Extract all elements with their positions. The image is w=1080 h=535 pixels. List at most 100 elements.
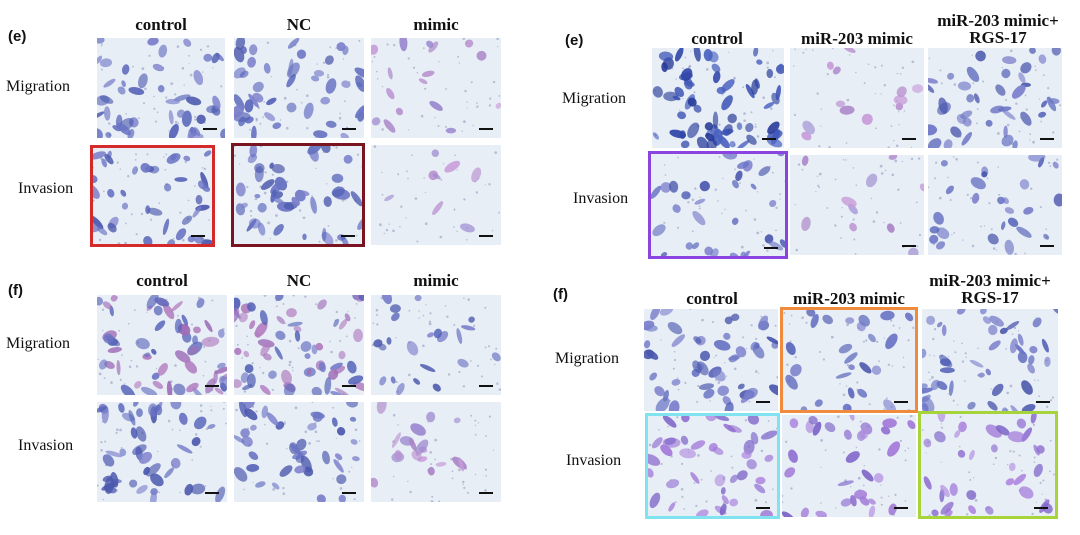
membrane-pore <box>199 445 202 448</box>
stained-cell <box>352 381 364 392</box>
membrane-pore <box>696 400 699 403</box>
stained-cell <box>711 63 721 73</box>
stained-cell <box>103 333 114 344</box>
membrane-pore <box>773 76 776 79</box>
stained-cell <box>1032 317 1042 328</box>
stained-cell <box>240 428 250 438</box>
scale-bar <box>756 507 770 509</box>
stained-cell <box>132 166 138 175</box>
micrograph-invasion-nc <box>234 402 364 502</box>
membrane-pore <box>318 240 321 243</box>
membrane-pore <box>758 372 760 374</box>
stained-cell <box>844 352 858 364</box>
membrane-pore <box>822 358 825 361</box>
stained-cell <box>790 364 802 377</box>
cell-texture <box>97 38 225 138</box>
stained-cell <box>444 160 461 173</box>
membrane-pore <box>1049 165 1052 168</box>
membrane-pore <box>1015 102 1018 105</box>
stained-cell <box>129 479 138 488</box>
membrane-pore <box>875 211 879 214</box>
membrane-pore <box>437 125 440 127</box>
membrane-pore <box>972 82 975 85</box>
stained-cell <box>234 435 245 444</box>
stained-cell <box>806 309 816 317</box>
stained-cell <box>1043 233 1050 240</box>
membrane-pore <box>420 114 424 118</box>
cell-texture <box>97 295 227 395</box>
stained-cell <box>306 368 312 376</box>
membrane-pore <box>177 314 179 317</box>
membrane-pore <box>715 379 717 381</box>
stained-cell <box>939 367 955 374</box>
membrane-pore <box>453 226 455 228</box>
scale-bar <box>894 507 908 509</box>
membrane-pore <box>176 45 180 48</box>
stained-cell <box>308 146 319 162</box>
stained-cell <box>391 432 401 448</box>
membrane-pore <box>330 350 333 354</box>
membrane-pore <box>681 495 684 498</box>
membrane-pore <box>291 366 294 369</box>
stained-cell <box>801 216 811 232</box>
membrane-pore <box>928 186 930 189</box>
stained-cell <box>1051 48 1061 56</box>
membrane-pore <box>717 200 719 202</box>
stained-cell <box>775 84 781 101</box>
membrane-pore <box>1029 133 1032 136</box>
cell-texture <box>782 415 916 517</box>
membrane-pore <box>117 242 121 245</box>
stained-cell <box>296 438 307 451</box>
stained-cell <box>391 312 400 322</box>
stained-cell <box>313 130 328 138</box>
membrane-pore <box>684 381 687 384</box>
stained-cell <box>196 114 206 125</box>
membrane-pore <box>754 123 757 126</box>
membrane-pore <box>348 470 351 473</box>
stained-cell <box>107 188 115 198</box>
membrane-pore <box>392 229 395 233</box>
stained-cell <box>254 193 261 199</box>
stained-cell <box>871 365 882 375</box>
membrane-pore <box>940 461 942 463</box>
stained-cell <box>766 336 778 345</box>
membrane-pore <box>777 440 778 442</box>
stained-cell <box>251 125 257 138</box>
membrane-pore <box>211 299 214 302</box>
stained-cell <box>158 44 168 58</box>
stained-cell <box>387 67 393 80</box>
membrane-pore <box>933 355 935 357</box>
stained-cell <box>988 324 998 336</box>
membrane-pore <box>434 438 438 442</box>
stained-cell <box>843 429 852 440</box>
stained-cell <box>495 102 501 109</box>
membrane-pore <box>338 116 342 120</box>
stained-cell <box>745 122 754 133</box>
stained-cell <box>839 105 855 115</box>
stained-cell <box>662 415 677 428</box>
stained-cell <box>671 334 685 347</box>
stained-cell <box>729 141 736 148</box>
membrane-pore <box>986 177 989 179</box>
stained-cell <box>140 386 158 395</box>
membrane-pore <box>878 448 881 451</box>
stained-cell <box>152 380 164 389</box>
stained-cell <box>698 383 715 390</box>
membrane-pore <box>779 198 781 200</box>
stained-cell <box>1012 140 1018 148</box>
stained-cell <box>747 415 760 425</box>
stained-cell <box>767 121 780 135</box>
stained-cell <box>445 127 457 134</box>
membrane-pore <box>342 58 345 60</box>
stained-cell <box>930 379 940 391</box>
membrane-pore <box>710 470 712 472</box>
stained-cell <box>650 309 661 321</box>
stained-cell <box>712 369 726 382</box>
stained-cell <box>708 51 719 63</box>
membrane-pore <box>1030 187 1033 190</box>
stained-cell <box>1010 405 1020 411</box>
stained-cell <box>143 235 153 245</box>
stained-cell <box>1020 111 1032 126</box>
stained-cell <box>390 376 396 384</box>
membrane-pore <box>101 308 105 311</box>
